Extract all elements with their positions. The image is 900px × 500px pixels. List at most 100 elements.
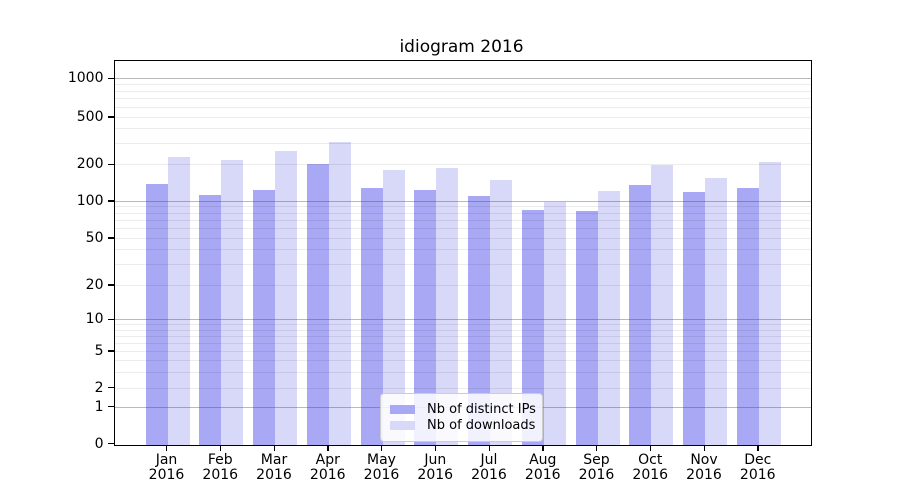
gridline-minor-800 (114, 90, 811, 92)
bar-ips-aug (521, 209, 544, 445)
legend-swatch-ips (390, 404, 415, 414)
y-tick-label-0: 0 (94, 435, 104, 452)
bars-layer (115, 61, 811, 445)
x-tick-mark-feb (219, 444, 222, 451)
x-tick-label-apr: Apr 2016 (309, 451, 346, 483)
x-tick-label-oct: Oct 2016 (632, 451, 669, 483)
bar-ips-jun (414, 190, 437, 445)
x-tick-mark-mar (273, 444, 275, 451)
y-tick-label-1000: 1000 (67, 70, 104, 87)
y-tick-mark-200 (107, 163, 114, 166)
bar-ips-mar (253, 190, 275, 445)
bar-downloads-nov (705, 177, 727, 445)
legend-swatch-downloads (390, 421, 415, 430)
x-tick-mark-dec (757, 444, 759, 451)
x-tick-mark-aug (542, 444, 544, 451)
x-tick-label-feb: Feb 2016 (202, 451, 239, 483)
x-tick-label-dec: Dec 2016 (739, 451, 776, 483)
gridline-minor-500 (114, 116, 811, 118)
x-tick-mark-may (381, 444, 383, 451)
x-tick-label-aug: Aug 2016 (524, 451, 561, 483)
bar-downloads-jan (167, 156, 190, 445)
y-tick-label-50: 50 (85, 229, 104, 246)
gridline-minor-80 (114, 212, 811, 214)
x-tick-label-may: May 2016 (363, 451, 400, 483)
bar-downloads-feb (221, 159, 244, 445)
gridline-minor-700 (114, 98, 811, 100)
bar-downloads-dec (758, 162, 781, 445)
bar-ips-jan (145, 184, 168, 445)
y-tick-mark-20 (107, 284, 114, 286)
legend-label-downloads: Nb of downloads (427, 418, 536, 433)
legend-entry-downloads: Nb of downloads (390, 418, 536, 433)
x-tick-label-sep: Sep 2016 (578, 451, 615, 483)
y-tick-label-200: 200 (76, 156, 104, 173)
gridline-minor-9 (114, 324, 811, 326)
bar-ips-feb (199, 195, 222, 445)
y-tick-mark-1 (107, 406, 114, 408)
y-tick-label-100: 100 (76, 192, 104, 209)
bar-downloads-jul (490, 179, 512, 445)
gridline-minor-6 (114, 342, 811, 344)
bar-downloads-oct (651, 164, 674, 445)
bar-ips-oct (629, 185, 652, 445)
grid-layer (114, 61, 811, 445)
x-tick-mark-sep (596, 444, 598, 451)
gridline-minor-400 (114, 128, 811, 130)
x-tick-mark-nov (703, 444, 705, 451)
gridline-minor-30 (114, 264, 811, 266)
gridline-minor-60 (114, 228, 811, 229)
y-tick-mark-50 (107, 237, 114, 239)
legend-label-ips: Nb of distinct IPs (427, 401, 536, 417)
y-tick-mark-2 (107, 387, 114, 389)
gridline-minor-7 (114, 335, 811, 337)
gridline-minor-600 (114, 106, 811, 108)
x-tick-label-jun: Jun 2016 (417, 451, 454, 483)
x-tick-mark-oct (649, 444, 652, 451)
bar-downloads-aug (543, 201, 566, 445)
bar-ips-apr (306, 164, 329, 445)
bar-downloads-mar (275, 150, 297, 445)
bar-downloads-jun (436, 168, 459, 445)
y-tick-mark-0 (107, 443, 114, 445)
x-tick-mark-jan (166, 444, 168, 451)
y-tick-label-5: 5 (94, 342, 104, 359)
bar-downloads-apr (328, 142, 351, 445)
gridline-minor-900 (114, 84, 811, 86)
gridline-minor-4 (114, 359, 811, 361)
gridline-minor-300 (114, 143, 811, 145)
y-tick-label-20: 20 (85, 276, 104, 293)
bar-downloads-sep (597, 191, 620, 445)
bar-ips-dec (736, 187, 759, 445)
y-tick-label-2: 2 (94, 379, 104, 396)
gridline-minor-8 (114, 329, 811, 331)
y-tick-mark-10 (107, 318, 114, 321)
gridline-major-1000 (114, 78, 811, 80)
gridline-minor-20 (114, 285, 811, 286)
plot-area (113, 60, 812, 446)
bar-ips-nov (683, 192, 705, 445)
y-tick-mark-100 (107, 200, 114, 202)
gridline-minor-3 (114, 371, 811, 373)
gridline-minor-50 (114, 237, 811, 239)
gridline-minor-90 (114, 206, 811, 208)
bar-ips-jul (468, 196, 490, 445)
x-tick-label-nov: Nov 2016 (686, 451, 722, 483)
y-tick-label-500: 500 (76, 108, 104, 125)
bar-downloads-may (382, 170, 405, 445)
y-tick-mark-500 (107, 116, 114, 118)
bar-ips-sep (575, 211, 598, 445)
x-tick-label-jan: Jan 2016 (148, 451, 185, 483)
y-tick-label-1: 1 (94, 398, 104, 415)
legend-entry-distinct-ips: Nb of distinct IPs (390, 401, 536, 417)
chart-title: idiogram 2016 (399, 37, 524, 57)
gridline-minor-40 (114, 249, 811, 251)
x-tick-mark-jul (488, 444, 490, 451)
gridline-minor-5 (114, 351, 811, 352)
gridline-minor-2 (114, 387, 811, 389)
x-tick-mark-apr (327, 444, 329, 451)
x-tick-mark-jun (434, 444, 437, 451)
gridline-minor-70 (114, 219, 811, 221)
y-tick-label-10: 10 (85, 311, 104, 328)
